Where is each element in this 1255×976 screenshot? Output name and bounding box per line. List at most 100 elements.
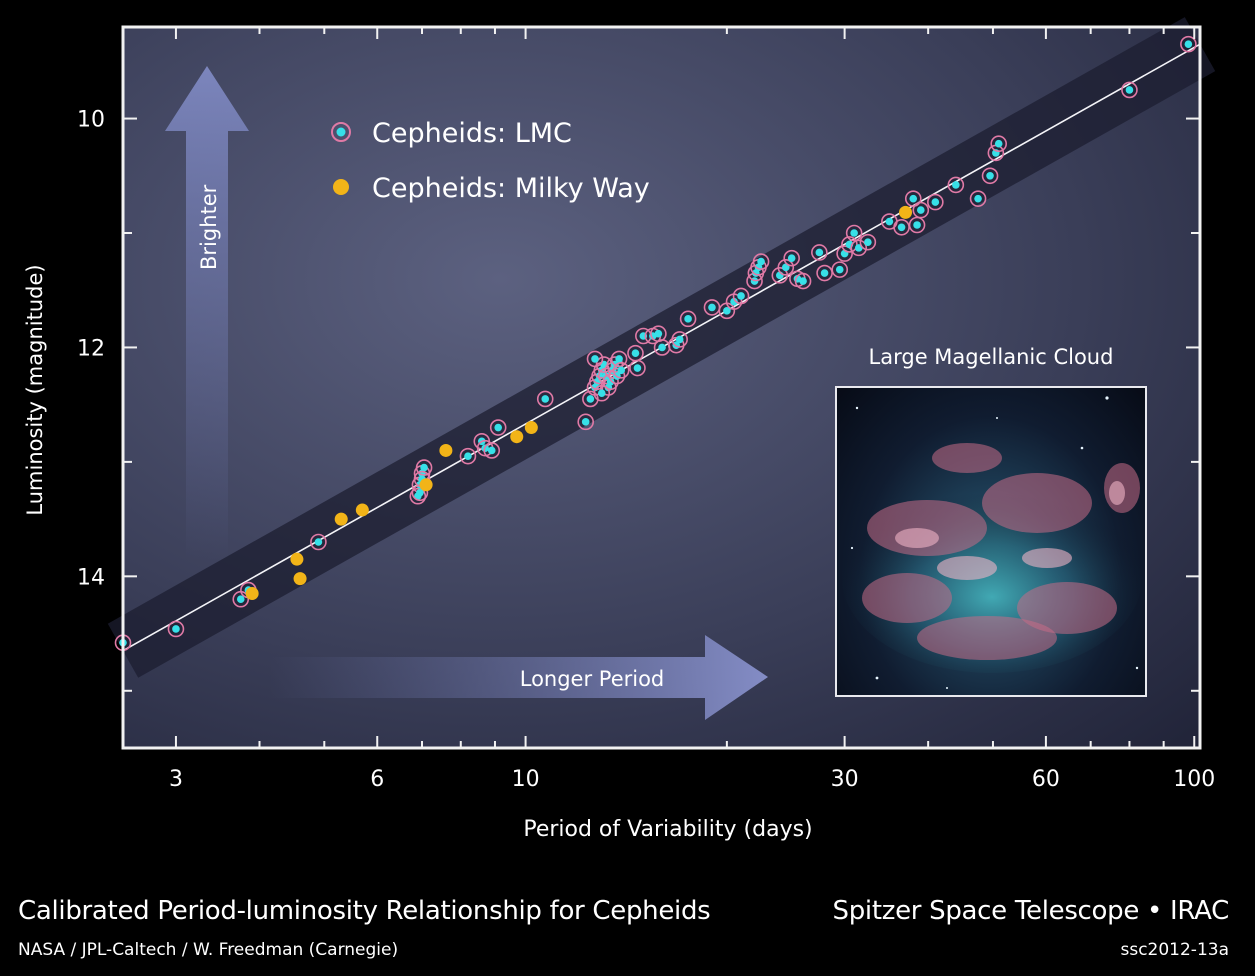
lmc-point-dot xyxy=(416,488,424,497)
lmc-point-dot xyxy=(236,595,245,604)
lmc-point xyxy=(577,413,594,431)
data-points xyxy=(114,35,1197,652)
lmc-point-ring xyxy=(990,135,1008,153)
credit-line: NASA / JPL-Caltech / W. Freedman (Carneg… xyxy=(18,940,399,960)
lmc-point-ring xyxy=(893,218,910,236)
lmc-point-dot xyxy=(494,423,502,432)
lmc-point xyxy=(489,419,507,436)
lmc-point-ring xyxy=(415,459,433,476)
axes: 3 6 10 30 60 100 10 12 14 xyxy=(77,27,1215,792)
lmc-point-ring xyxy=(606,356,624,373)
lmc-point-dot xyxy=(617,366,626,375)
lmc-point-ring xyxy=(969,190,987,207)
lmc-point-dot xyxy=(658,343,666,352)
milky-way-point xyxy=(510,430,524,444)
lmc-point-dot xyxy=(684,315,692,323)
lmc-point-ring xyxy=(577,413,594,431)
lmc-point-ring xyxy=(536,390,554,408)
lmc-point-ring xyxy=(777,259,795,276)
lmc-point xyxy=(816,264,833,282)
lmc-point-dot xyxy=(615,355,623,363)
lmc-point xyxy=(752,253,770,270)
x-tick-label: 3 xyxy=(169,767,183,792)
lmc-point xyxy=(732,287,750,305)
lmc-point xyxy=(845,224,863,242)
lmc-point-ring xyxy=(783,249,800,267)
lmc-point-dot xyxy=(737,292,745,300)
lmc-point-dot xyxy=(799,277,807,285)
lmc-point-dot xyxy=(986,171,994,180)
lmc-point-dot xyxy=(675,335,684,344)
plot-frame xyxy=(121,25,1202,750)
figure-title: Calibrated Period-luminosity Relationshi… xyxy=(18,896,711,926)
lmc-point-dot xyxy=(591,355,599,363)
lmc-point-dot xyxy=(864,238,872,246)
x-tick-label: 10 xyxy=(512,767,540,792)
lmc-point-dot xyxy=(820,269,829,277)
lmc-point-ring xyxy=(904,190,922,207)
legend: Cepheids: LMC Cepheids: Milky Way xyxy=(331,118,650,204)
lmc-point-dot xyxy=(172,625,180,633)
lmc-point xyxy=(679,310,697,328)
lmc-point-ring xyxy=(586,350,604,368)
lmc-point xyxy=(990,135,1008,153)
lmc-point xyxy=(927,193,944,211)
lmc-point-dot xyxy=(464,452,472,460)
lmc-point xyxy=(912,201,930,219)
legend-label-lmc: Cepheids: LMC xyxy=(372,118,572,149)
lmc-point-ring xyxy=(671,331,688,348)
lmc-point-dot xyxy=(631,349,640,357)
lmc-point xyxy=(483,442,501,459)
legend-marker-lmc-dot xyxy=(336,127,346,137)
lmc-point-ring xyxy=(912,201,930,219)
lmc-point xyxy=(167,620,185,638)
legend-marker-lmc xyxy=(331,122,351,142)
lmc-point xyxy=(612,362,630,379)
lmc-point-ring xyxy=(629,359,646,377)
lmc-point xyxy=(629,359,646,377)
lmc-point-ring xyxy=(610,350,628,368)
lmc-point-ring xyxy=(483,442,501,459)
y-tick-label: 10 xyxy=(77,108,105,133)
milky-way-point xyxy=(355,503,369,517)
lmc-point xyxy=(969,190,987,207)
lmc-point-ring xyxy=(841,236,858,253)
lmc-point xyxy=(794,272,812,290)
lmc-point-ring xyxy=(831,261,849,278)
lmc-point-dot xyxy=(654,329,663,338)
lmc-point-dot xyxy=(815,248,824,257)
x-tick-label: 30 xyxy=(831,767,859,792)
longer-period-arrow xyxy=(270,635,768,720)
lmc-point-dot xyxy=(787,254,796,262)
lmc-point-dot xyxy=(420,463,428,472)
lmc-point xyxy=(459,447,477,465)
lmc-point xyxy=(586,350,604,368)
lmc-point xyxy=(536,390,554,408)
lmc-point-ring xyxy=(981,167,999,185)
lmc-point-ring xyxy=(752,253,770,270)
lmc-point xyxy=(602,373,619,391)
x-tick-label: 100 xyxy=(1173,767,1215,792)
lmc-point-ring xyxy=(927,193,944,211)
lmc-point-ring xyxy=(845,224,863,242)
lmc-point xyxy=(310,533,327,551)
y-tick-label: 12 xyxy=(77,336,105,361)
legend-marker-milky-way xyxy=(333,179,349,195)
lmc-point-dot xyxy=(633,364,642,372)
lmc-point-dot xyxy=(994,139,1003,148)
y-axis-label: Luminosity (magnitude) xyxy=(23,264,47,515)
lmc-point-dot xyxy=(730,297,738,306)
lmc-image-art xyxy=(842,396,1142,689)
lmc-point-ring xyxy=(947,176,965,194)
lmc-point-dot xyxy=(487,446,496,455)
lmc-point-dot xyxy=(1184,40,1193,48)
lmc-point-dot xyxy=(586,395,595,403)
lmc-point-dot xyxy=(541,395,550,403)
lmc-point-dot xyxy=(835,265,844,274)
milky-way-point xyxy=(899,205,913,219)
lmc-point-ring xyxy=(602,373,619,391)
brighter-label: Brighter xyxy=(197,184,221,270)
lmc-point-ring xyxy=(679,310,697,328)
lmc-point xyxy=(904,190,922,207)
lmc-point xyxy=(831,261,849,278)
